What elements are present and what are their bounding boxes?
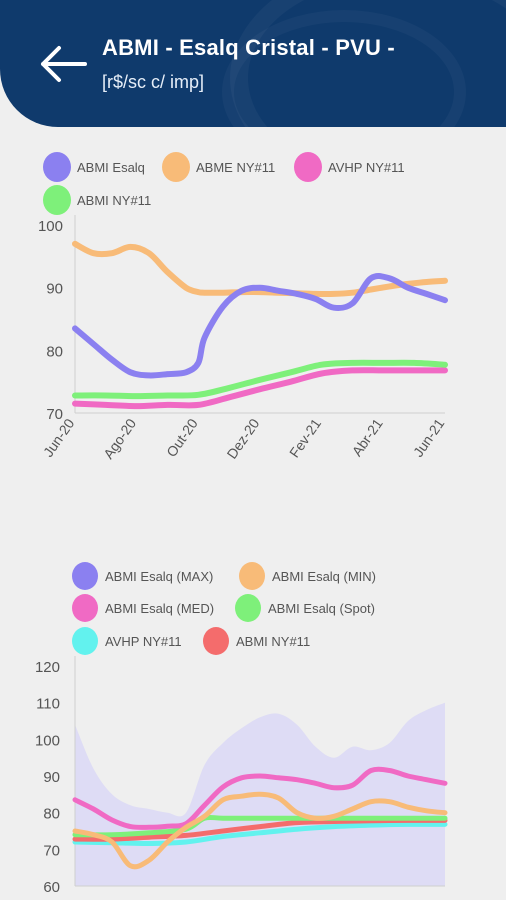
series-line <box>72 814 448 838</box>
series-line <box>72 821 448 847</box>
legend-label: ABMI NY#11 <box>77 193 151 208</box>
series-line <box>72 240 448 298</box>
legend-swatch <box>43 185 71 215</box>
y-tick-label: 120 <box>35 659 60 676</box>
legend-swatch <box>72 562 98 590</box>
y-tick-label: 90 <box>46 281 63 298</box>
series-line <box>72 791 448 870</box>
series-line <box>72 766 448 830</box>
app-header: ABMI - Esalq Cristal - PVU - [r$/sc c/ i… <box>0 0 506 127</box>
legend-label: AVHP NY#11 <box>105 634 182 649</box>
series-line <box>72 367 448 410</box>
page-subtitle: [r$/sc c/ imp] <box>102 72 205 92</box>
legend-label: ABMI Esalq (MED) <box>105 601 214 616</box>
legend-label: ABMI NY#11 <box>236 634 310 649</box>
legend-label: ABMI Esalq (MAX) <box>105 569 213 584</box>
y-tick-label: 80 <box>43 806 60 823</box>
legend-label: ABMI Esalq (Spot) <box>268 601 375 616</box>
legend-label: ABMI Esalq <box>77 160 145 175</box>
back-arrow-icon[interactable] <box>38 43 88 85</box>
y-tick-label: 90 <box>43 769 60 786</box>
legend-swatch <box>239 562 265 590</box>
legend-swatch <box>43 152 71 182</box>
legend-swatch <box>72 627 98 655</box>
legend-label: AVHP NY#11 <box>328 160 405 175</box>
legend-label: ABME NY#11 <box>196 160 275 175</box>
series-line <box>72 273 448 379</box>
legend-swatch <box>235 594 261 622</box>
series-line <box>72 359 448 400</box>
y-tick-label: 80 <box>46 343 63 360</box>
legend-label: ABMI Esalq (MIN) <box>272 569 376 584</box>
legend-swatch <box>72 594 98 622</box>
legend-swatch <box>203 627 229 655</box>
y-tick-label: 110 <box>36 696 60 713</box>
y-tick-label: 70 <box>43 842 60 859</box>
line-chart-top: ABMI Esalq ABME NY#11 AVHP NY#11 ABMI NY#11… <box>38 152 448 462</box>
y-tick-label: 100 <box>35 732 60 749</box>
y-tick-label: 60 <box>43 879 60 896</box>
legend-swatch <box>294 152 322 182</box>
y-tick-label: 70 <box>46 406 63 423</box>
page-title: ABMI - Esalq Cristal - PVU - <box>102 35 395 60</box>
legend-swatch <box>162 152 190 182</box>
y-tick-label: 100 <box>38 218 63 235</box>
